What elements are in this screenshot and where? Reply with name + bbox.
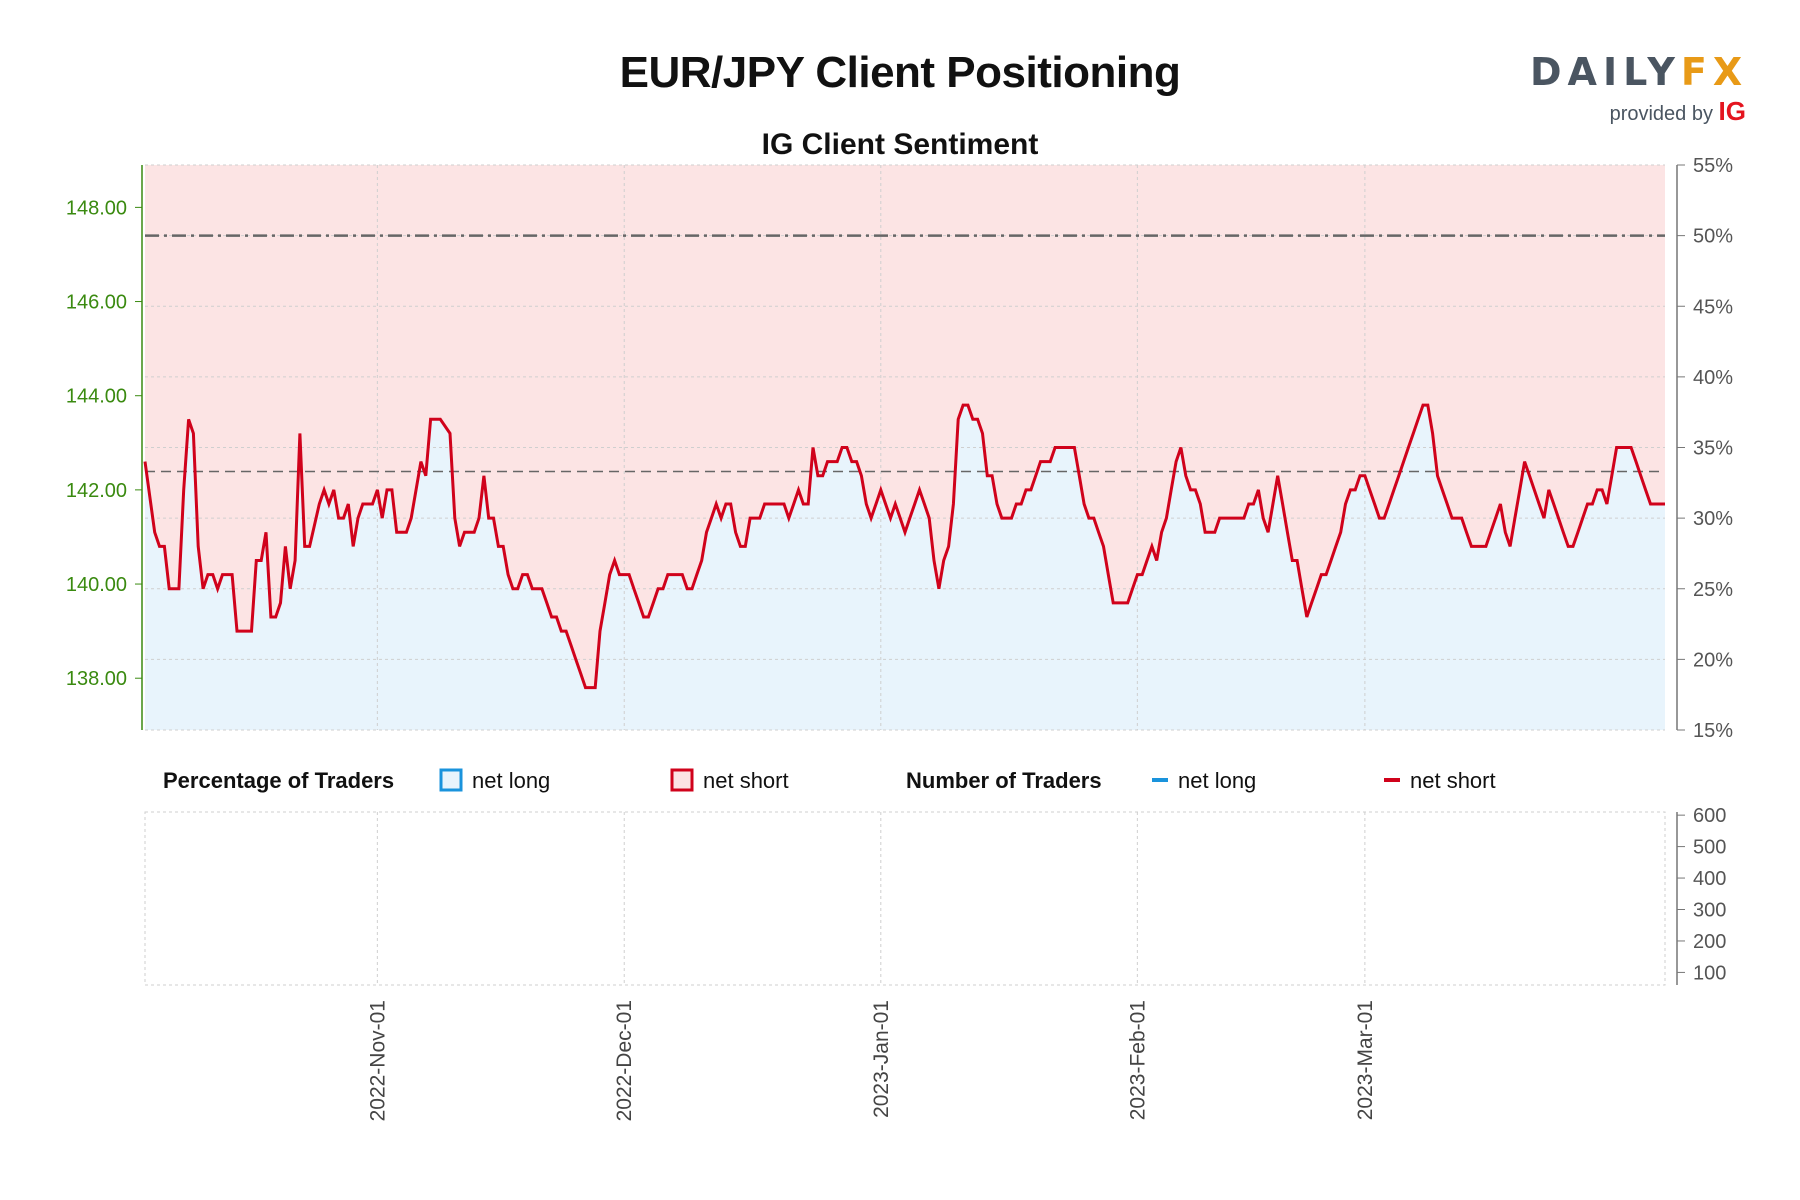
traders-tick-label: 200 — [1693, 931, 1726, 953]
logo-brand-right: FX — [1680, 50, 1749, 94]
logo-brand-left: DAILY — [1530, 50, 1681, 94]
legend-pct-title: Percentage of Traders — [163, 768, 394, 793]
price-tick-label: 140.00 — [66, 574, 127, 596]
traders-tick-label: 100 — [1693, 962, 1726, 984]
pct-tick-label: 30% — [1693, 508, 1733, 530]
pct-tick-label: 50% — [1693, 226, 1733, 248]
long-fill-area — [145, 405, 1665, 730]
traders-tick-label: 400 — [1693, 868, 1726, 890]
pct-tick-label: 45% — [1693, 296, 1733, 318]
pct-tick-label: 20% — [1693, 649, 1733, 671]
dailyfx-logo: DAILYFX provided by IG — [1530, 50, 1760, 130]
chart-title: EUR/JPY Client Positioning — [619, 48, 1181, 97]
price-tick-label: 146.00 — [66, 292, 127, 314]
legend-pct-short: net short — [703, 768, 789, 793]
pct-tick-label: 35% — [1693, 438, 1733, 460]
logo-brand: DAILYFX — [1530, 50, 1760, 94]
x-tick-label: 2022-Dec-01 — [613, 1000, 636, 1121]
x-tick-label: 2023-Mar-01 — [1354, 1000, 1377, 1120]
logo-provided-by: provided by IG — [1530, 96, 1760, 127]
legend-num-short: net short — [1410, 768, 1496, 793]
net-short-percentage-line — [143, 403, 1665, 690]
pct-tick-label: 40% — [1693, 367, 1733, 389]
x-tick-label: 2023-Jan-01 — [870, 1000, 893, 1118]
legend-pct-long: net long — [472, 768, 550, 793]
legend-pct-long-swatch — [439, 768, 463, 792]
pct-tick-label: 15% — [1693, 720, 1733, 742]
legend-num-title: Number of Traders — [906, 768, 1102, 793]
pct-tick-label: 55% — [1693, 155, 1733, 177]
logo-provider: IG — [1718, 96, 1746, 126]
traders-panel-frame — [144, 811, 1666, 986]
price-tick-label: 148.00 — [66, 197, 127, 219]
price-tick-label: 144.00 — [66, 386, 127, 408]
chart-subtitle: IG Client Sentiment — [761, 128, 1039, 161]
price-tick-label: 142.00 — [66, 480, 127, 502]
legend-num-long: net long — [1178, 768, 1256, 793]
pct-tick-label: 25% — [1693, 579, 1733, 601]
traders-tick-label: 300 — [1693, 900, 1726, 922]
price-tick-label: 138.00 — [66, 668, 127, 690]
x-tick-label: 2022-Nov-01 — [366, 1000, 389, 1121]
legend-pct-short-swatch — [670, 768, 694, 792]
logo-provided-by-text: provided by — [1609, 103, 1713, 125]
traders-tick-label: 600 — [1693, 805, 1726, 827]
x-tick-label: 2023-Feb-01 — [1126, 1000, 1149, 1120]
traders-tick-label: 500 — [1693, 837, 1726, 859]
